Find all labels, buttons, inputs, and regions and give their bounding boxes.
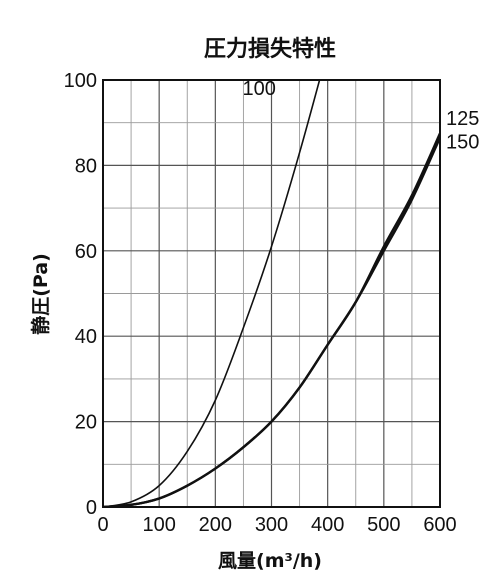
plot-frame [102, 79, 441, 508]
x-tick-labels: 0 100 200 300 400 500 600 [97, 514, 456, 536]
y-tick-label: 80 [75, 155, 97, 177]
series-line-100 [103, 80, 321, 507]
y-tick-label: 40 [75, 326, 97, 348]
x-tick-label: 200 [199, 514, 232, 536]
grid [103, 80, 440, 507]
x-tick-label: 0 [97, 514, 108, 536]
y-tick-label: 100 [64, 70, 97, 92]
x-tick-label: 500 [367, 514, 400, 536]
x-tick-label: 300 [255, 514, 288, 536]
y-tick-label: 0 [86, 497, 97, 519]
x-tick-label: 400 [311, 514, 344, 536]
series-label-150: 150 [446, 131, 479, 153]
x-tick-label: 600 [423, 514, 456, 536]
x-axis-label: 風量(m³/h) [218, 550, 322, 572]
y-tick-labels: 0 20 40 60 80 100 [64, 70, 97, 519]
curves [103, 80, 440, 507]
series-line-150 [103, 137, 440, 507]
chart-title: 圧力損失特性 [204, 36, 336, 62]
series-label-125: 125 [446, 108, 479, 130]
series-label-100: 100 [242, 78, 275, 100]
x-tick-label: 100 [142, 514, 175, 536]
y-tick-label: 20 [75, 412, 97, 434]
y-axis-label: 静圧(Pa) [29, 253, 52, 335]
y-tick-label: 60 [75, 241, 97, 263]
